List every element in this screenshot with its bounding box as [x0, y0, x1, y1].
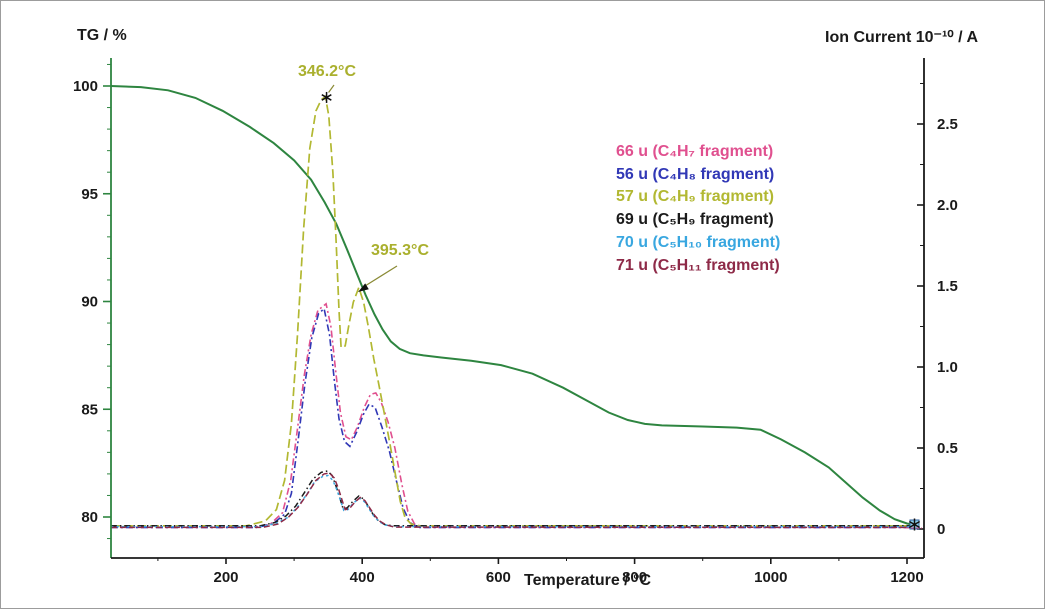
annotation-arrowhead-395 [358, 283, 369, 292]
right-tick-label: 1.5 [937, 278, 958, 295]
x-tick-label: 200 [213, 569, 238, 586]
left-tick-label: 85 [81, 401, 98, 418]
right-tick-label: 2.0 [937, 197, 958, 214]
legend: 66 u (C₄H₇ fragment) 56 u (C₄H₈ fragment… [616, 141, 780, 277]
series-56u [110, 307, 916, 529]
legend-item-71u: 71 u (C₅H₁₁ fragment) [616, 256, 780, 274]
x-tick-label: 800 [622, 569, 647, 586]
left-tick-label: 90 [81, 294, 98, 311]
x-axis-title: Temperature / °C [524, 572, 652, 589]
left-tick-label: 95 [81, 186, 98, 203]
peak-annotation-395: 395.3°C [371, 242, 429, 259]
series-70u [110, 474, 916, 528]
peak-star-346 [321, 94, 332, 101]
left-tick-label: 80 [81, 509, 98, 526]
right-tick-label: 1.0 [937, 359, 958, 376]
right-tick-label: 2.5 [937, 116, 958, 133]
series-66u [110, 302, 916, 529]
series-TG [110, 85, 917, 527]
legend-item-57u: 57 u (C₄H₉ fragment) [616, 188, 774, 206]
right-tick-label: 0.5 [937, 440, 958, 457]
legend-item-69u: 69 u (C₅H₉ fragment) [616, 211, 774, 229]
series-57u [110, 94, 916, 527]
legend-item-70u: 70 u (C₅H₁₀ fragment) [616, 233, 781, 251]
left-axis-title: TG / % [77, 27, 127, 44]
x-tick-label: 600 [486, 569, 511, 586]
legend-item-56u: 56 u (C₄H₈ fragment) [616, 165, 775, 183]
peak-annotation-346: 346.2°C [298, 63, 356, 80]
x-tick-label: 1200 [890, 569, 923, 586]
annotation-line-395 [364, 265, 398, 287]
series-69u [110, 470, 916, 527]
annotation-line-346 [328, 84, 335, 93]
series-71u [110, 472, 916, 529]
x-tick-label: 1000 [754, 569, 787, 586]
right-axis-title: Ion Current 10⁻¹⁰ / A [825, 29, 978, 46]
x-tick-label: 400 [350, 569, 375, 586]
right-tick-label: 0 [937, 521, 945, 538]
left-tick-label: 100 [73, 78, 98, 95]
legend-item-66u: 66 u (C₄H₇ fragment) [616, 143, 774, 160]
end-marker-star [908, 520, 921, 529]
